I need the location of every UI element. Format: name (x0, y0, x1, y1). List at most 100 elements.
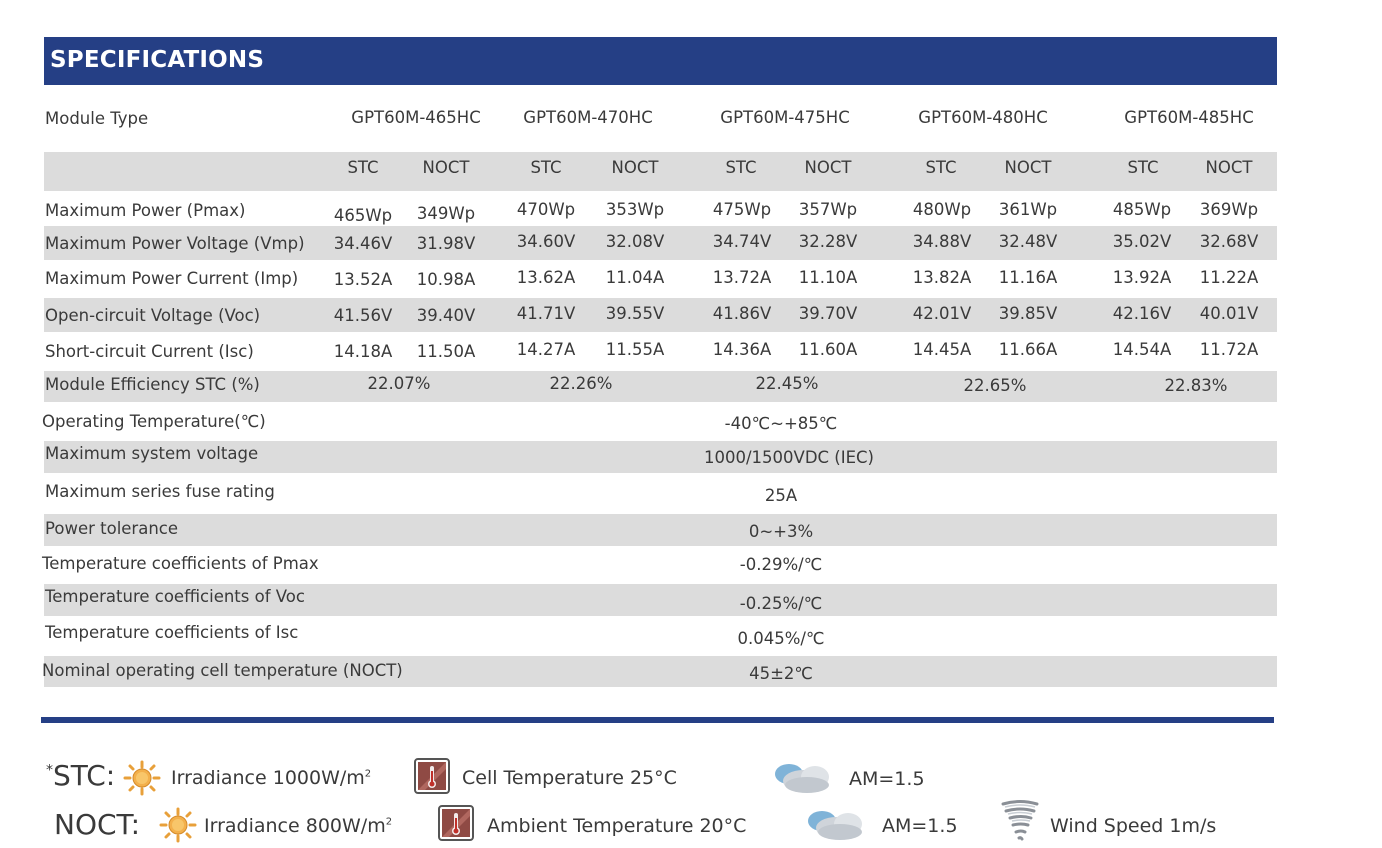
spec-value: 32.48V (998, 232, 1058, 251)
cloud-icon (775, 764, 829, 793)
row-label: Module Efficiency STC (%) (45, 375, 260, 394)
row-label: Maximum Power Current (Imp) (45, 269, 299, 288)
row-value: -40℃~+85℃ (724, 414, 838, 433)
spec-value: 14.18A (333, 342, 393, 361)
spec-value: 39.85V (998, 304, 1058, 323)
spec-value: 41.56V (333, 306, 393, 325)
row-label: Operating Temperature(℃) (42, 412, 266, 431)
spec-value: 11.66A (998, 340, 1058, 359)
module-type-label: Module Type (45, 109, 149, 128)
sun-icon (159, 807, 197, 843)
model-name: GPT60M-485HC (1124, 108, 1254, 127)
efficiency-value: 22.65% (963, 376, 1027, 395)
stc-air-mass: AM=1.5 (849, 768, 925, 790)
spec-value: 14.54A (1112, 340, 1172, 359)
model-name: GPT60M-480HC (918, 108, 1048, 127)
general-row: Nominal operating cell temperature (NOCT… (42, 656, 1277, 687)
spec-value: 485Wp (1112, 200, 1172, 219)
tornado-icon (1001, 800, 1039, 841)
spec-value: 41.86V (712, 304, 772, 323)
section-divider (41, 717, 1274, 723)
spec-value: 32.68V (1199, 232, 1259, 251)
thermometer-icon (438, 805, 474, 841)
spec-value: 11.16A (998, 268, 1058, 287)
noct-ambient-temperature: Ambient Temperature 20°C (487, 815, 747, 837)
condition-label: NOCT (1205, 158, 1253, 177)
row-label: Open-circuit Voltage (Voc) (45, 306, 261, 325)
spec-row: Open-circuit Voltage (Voc) 41.56V 39.40V 41… (44, 298, 1277, 332)
spec-value: 13.72A (712, 268, 772, 287)
model-name: GPT60M-465HC (351, 108, 481, 127)
stc-irradiance: Irradiance 1000W/m2 (171, 767, 372, 789)
general-row: Temperature coefficients of Isc 0.045%/℃ (44, 618, 1277, 656)
spec-value: 35.02V (1112, 232, 1172, 251)
row-value: 1000/1500VDC (IEC) (704, 448, 874, 467)
noct-air-mass: AM=1.5 (882, 815, 958, 837)
spec-value: 39.70V (798, 304, 858, 323)
spec-value: 11.60A (798, 340, 858, 359)
spec-value: 14.27A (516, 340, 576, 359)
general-row: Maximum system voltage 1000/1500VDC (IEC… (44, 441, 1277, 473)
efficiency-value: 22.83% (1164, 376, 1228, 395)
spec-value: 11.22A (1199, 268, 1259, 287)
row-value: -0.29%/℃ (739, 555, 823, 574)
stc-cell-temperature: Cell Temperature 25°C (462, 767, 677, 789)
spec-value: 353Wp (605, 200, 665, 219)
page-title: SPECIFICATIONS (50, 47, 265, 73)
cloud-icon (808, 811, 862, 840)
general-row: Temperature coefficients of Voc -0.25%/℃ (44, 584, 1277, 616)
row-label: Temperature coefficients of Pmax (42, 554, 319, 573)
module-type-row: Module Type GPT60M-465HC GPT60M-470HC GP… (44, 104, 1277, 136)
spec-value: 11.72A (1199, 340, 1259, 359)
spec-value: 14.36A (712, 340, 772, 359)
spec-value: 14.45A (912, 340, 972, 359)
row-value: 25A (764, 486, 798, 505)
row-label: Maximum series fuse rating (45, 482, 275, 501)
spec-value: 475Wp (712, 200, 772, 219)
row-value: -0.25%/℃ (739, 594, 823, 613)
spec-value: 34.46V (333, 234, 393, 253)
efficiency-row: Module Efficiency STC (%) 22.07% 22.26% … (44, 371, 1277, 402)
spec-value: 369Wp (1199, 200, 1259, 219)
condition-label: STC (725, 158, 757, 177)
sun-icon (123, 760, 161, 796)
efficiency-value: 22.26% (549, 374, 613, 393)
row-label: Nominal operating cell temperature (NOCT… (42, 661, 403, 680)
row-label: Power tolerance (45, 519, 179, 538)
spec-value: 34.60V (516, 232, 576, 251)
spec-value: 41.71V (516, 304, 576, 323)
row-label: Maximum system voltage (45, 444, 259, 463)
condition-label: STC (925, 158, 957, 177)
row-label: Maximum Power (Pmax) (45, 201, 246, 220)
spec-value: 34.88V (912, 232, 972, 251)
row-label: Maximum Power Voltage (Vmp) (45, 234, 305, 253)
row-value: 0~+3% (748, 522, 814, 541)
spec-value: 32.28V (798, 232, 858, 251)
condition-label: NOCT (804, 158, 852, 177)
specifications-header: SPECIFICATIONS (44, 37, 1277, 85)
spec-value: 11.50A (416, 342, 476, 361)
row-value: 45±2℃ (749, 664, 813, 683)
general-row: Maximum series fuse rating 25A (44, 476, 1277, 512)
condition-label: STC (530, 158, 562, 177)
spec-value: 40.01V (1199, 304, 1259, 323)
condition-label: NOCT (422, 158, 470, 177)
spec-value: 357Wp (798, 200, 858, 219)
spec-value: 10.98A (416, 270, 476, 289)
row-label: Short-circuit Current (Isc) (45, 342, 254, 361)
spec-value: 470Wp (516, 200, 576, 219)
spec-value: 13.92A (1112, 268, 1172, 287)
spec-value: 39.55V (605, 304, 665, 323)
spec-row: Maximum Power Voltage (Vmp) 34.46V 31.98V 3… (44, 226, 1277, 260)
spec-value: 34.74V (712, 232, 772, 251)
spec-value: 13.82A (912, 268, 972, 287)
condition-label: NOCT (1004, 158, 1052, 177)
spec-value: 480Wp (912, 200, 972, 219)
stc-label: *STC: (46, 759, 116, 792)
condition-label: STC (1127, 158, 1159, 177)
thermometer-icon (414, 758, 450, 794)
general-row: Temperature coefficients of Pmax -0.29%/… (42, 548, 1277, 584)
condition-label: NOCT (611, 158, 659, 177)
spec-row: Maximum Power Current (Imp) 13.52A 10.98A 1… (44, 262, 1277, 298)
noct-wind-speed: Wind Speed 1m/s (1050, 815, 1217, 837)
